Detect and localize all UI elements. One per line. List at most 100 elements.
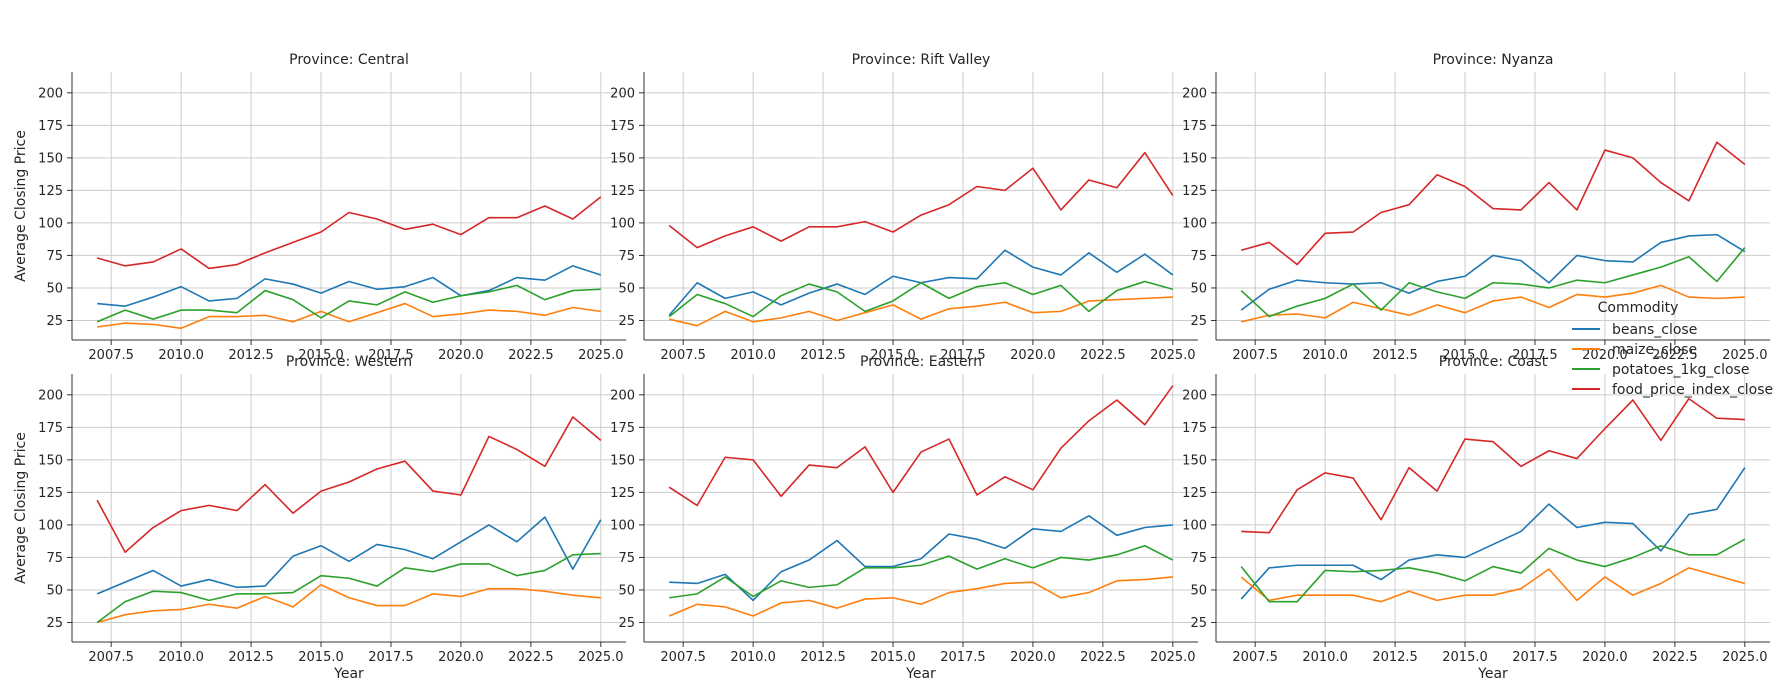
series-line-beans_close: [669, 515, 1173, 602]
panel-3: 2007.5 2010.0 2012.5 2015.0 2017.5 2020.0 2022…: [1182, 52, 1770, 363]
y-tick-label: 25: [1190, 314, 1207, 329]
y-tick-label: 175: [38, 119, 63, 134]
series-line-food_price_index_close: [1241, 397, 1745, 534]
series-line-maize_close: [96, 583, 601, 624]
series-line-maize_close: [1240, 284, 1745, 323]
series-line-potatoes_1kg_close: [668, 280, 1174, 318]
y-axis-label: Average Closing Price: [13, 130, 29, 282]
x-tick-label: 2010.0: [158, 348, 204, 363]
x-tick-label: 2025.0: [578, 650, 624, 665]
x-tick-label: 2025.0: [1150, 348, 1196, 363]
series-line-food_price_index_close: [96, 196, 602, 270]
y-tick-label: 175: [1182, 421, 1207, 436]
y-tick-label: 175: [1182, 119, 1207, 134]
y-tick-label: 100: [38, 518, 63, 533]
series-line-potatoes_1kg_close: [669, 544, 1174, 599]
y-tick-label: 200: [38, 86, 63, 101]
y-tick-label: 100: [1182, 518, 1207, 533]
x-tick-label: 2020.0: [1010, 650, 1056, 665]
y-tick-label: 75: [618, 551, 635, 566]
x-tick-label: 2017.5: [1512, 650, 1558, 665]
y-tick-label: 175: [610, 421, 635, 436]
x-tick-label: 2007.5: [660, 650, 706, 665]
y-tick-label: 125: [38, 184, 63, 199]
x-tick-label: 2017.5: [368, 650, 414, 665]
x-tick-label: 2010.0: [730, 650, 776, 665]
x-tick-label: 2020.0: [1582, 650, 1628, 665]
panel-title: Province: Coast: [1439, 354, 1548, 370]
y-tick-label: 125: [1182, 486, 1207, 501]
y-tick-label: 75: [1190, 249, 1207, 264]
y-tick-label: 50: [1190, 281, 1207, 296]
series-line-beans_close: [1240, 233, 1746, 311]
x-tick-label: 2010.0: [1302, 650, 1348, 665]
series-line-maize_close: [97, 302, 601, 330]
x-tick-label: 2025.0: [1150, 650, 1196, 665]
y-tick-label: 150: [38, 151, 63, 166]
x-tick-label: 2015.0: [1442, 650, 1488, 665]
series-line-potatoes_1kg_close: [1240, 538, 1746, 603]
panel-title: Province: Eastern: [860, 354, 982, 370]
series-line-beans_close: [1240, 467, 1746, 600]
x-tick-label: 2022.5: [1652, 348, 1698, 363]
x-tick-label: 2015.0: [870, 650, 916, 665]
y-tick-label: 125: [610, 486, 635, 501]
y-tick-label: 25: [1190, 616, 1207, 631]
panel-title: Province: Nyanza: [1433, 52, 1554, 68]
panel-title: Province: Central: [289, 52, 409, 68]
series-line-maize_close: [1240, 567, 1746, 603]
y-tick-label: 75: [618, 249, 635, 264]
chart-panels: 2007.5 2010.0 2012.5 2015.0 2017.5 2020.0 2022…: [13, 52, 1770, 682]
x-axis-label: Year: [333, 666, 364, 682]
x-tick-label: 2010.0: [730, 348, 776, 363]
legend-label: potatoes_1kg_close: [1612, 362, 1749, 378]
x-tick-label: 2025.0: [1722, 650, 1768, 665]
x-tick-label: 2025.0: [1722, 348, 1768, 363]
x-tick-label: 2012.5: [228, 348, 274, 363]
series-line-food_price_index_close: [1240, 141, 1746, 266]
x-tick-label: 2017.5: [940, 348, 986, 363]
x-axis-label: Year: [905, 666, 936, 682]
y-tick-label: 75: [46, 249, 63, 264]
x-tick-label: 2010.0: [1302, 348, 1348, 363]
x-tick-label: 2022.5: [508, 348, 554, 363]
x-tick-label: 2022.5: [508, 650, 554, 665]
x-tick-label: 2010.0: [158, 650, 204, 665]
y-tick-label: 175: [610, 119, 635, 134]
series-line-potatoes_1kg_close: [96, 552, 601, 624]
y-axis-label: Average Closing Price: [13, 432, 29, 584]
x-tick-label: 2022.5: [1652, 650, 1698, 665]
x-tick-label: 2022.5: [1080, 348, 1126, 363]
y-tick-label: 50: [46, 281, 63, 296]
x-tick-label: 2020.0: [1010, 348, 1056, 363]
x-tick-label: 2007.5: [1232, 348, 1278, 363]
x-tick-label: 2012.5: [1372, 348, 1418, 363]
x-tick-label: 2007.5: [660, 348, 706, 363]
legend-label: maize_close: [1612, 342, 1697, 358]
x-tick-label: 2020.0: [438, 650, 484, 665]
y-tick-label: 125: [1182, 184, 1207, 199]
y-tick-label: 150: [1182, 453, 1207, 468]
y-tick-label: 50: [618, 281, 635, 296]
x-tick-label: 2007.5: [88, 348, 134, 363]
x-tick-label: 2017.5: [940, 650, 986, 665]
panel-2: 2007.5 2010.0 2012.5 2015.0 2017.5 2020.0 2022…: [610, 52, 1198, 363]
y-tick-label: 150: [1182, 151, 1207, 166]
panel-title: Province: Western: [286, 354, 412, 370]
x-tick-label: 2022.5: [1080, 650, 1126, 665]
y-tick-label: 100: [610, 518, 635, 533]
y-tick-label: 175: [38, 421, 63, 436]
y-tick-label: 200: [1182, 388, 1207, 403]
x-tick-label: 2020.0: [438, 348, 484, 363]
y-tick-label: 25: [46, 314, 63, 329]
y-tick-label: 125: [38, 486, 63, 501]
y-tick-label: 25: [618, 314, 635, 329]
y-tick-label: 200: [38, 388, 63, 403]
y-tick-label: 50: [1190, 583, 1207, 598]
y-tick-label: 125: [610, 184, 635, 199]
panel-4: 2007.5 2010.0 2012.5 2015.0 2017.5 2020.0 2022…: [13, 354, 626, 682]
x-tick-label: 2012.5: [1372, 650, 1418, 665]
panel-1: 2007.5 2010.0 2012.5 2015.0 2017.5 2020.0 2022…: [13, 52, 626, 363]
y-tick-label: 75: [46, 551, 63, 566]
